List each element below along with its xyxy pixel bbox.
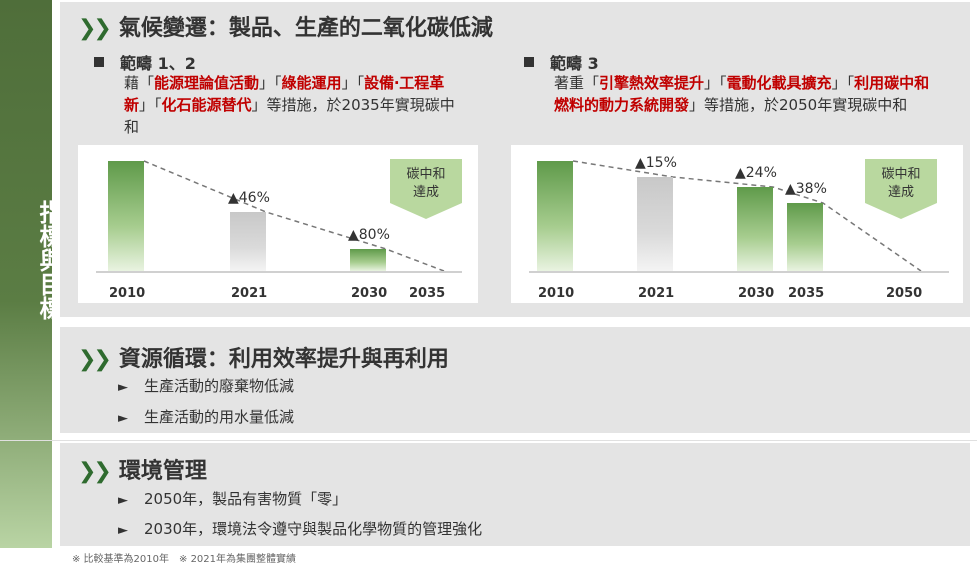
trend-polyline	[572, 160, 922, 272]
trend-line	[143, 160, 445, 272]
triangle-bullet-icon: ►	[118, 493, 128, 508]
data-label-2021: ▲15%	[635, 155, 677, 171]
triangle-bullet-icon: ►	[118, 411, 128, 426]
divider-line	[0, 440, 977, 441]
resource-title: ❯❯ 資源循環：利用效率提升與再利用	[78, 347, 449, 372]
tick-label-2010: 2010	[109, 286, 146, 301]
data-label-2030: ▲80%	[348, 227, 390, 243]
resource-panel: ❯❯ 資源循環：利用效率提升與再利用 ► 生產活動的廢棄物低減 ► 生產活動的用水量低…	[60, 327, 970, 433]
square-bullet-icon	[524, 57, 534, 67]
bar-2030	[350, 249, 386, 271]
sidebar-label: 指標與目標	[35, 200, 63, 320]
list-item: ► 2030年，環境法令遵守與製品化學物質的管理強化	[118, 520, 483, 538]
tick-label-2030: 2030	[351, 286, 388, 301]
scope12-desc: 藉「能源理論值活動」「綠能運用」「設備‧工程革新」「化石能源替代」等措施，於20…	[124, 74, 455, 136]
tick-label-2035: 2035	[409, 286, 446, 301]
bar-2010	[537, 161, 573, 271]
tick-label-2030: 2030	[738, 286, 775, 301]
data-label-2021: ▲46%	[228, 190, 270, 206]
chart-baseline	[96, 271, 462, 273]
list-item: ► 生產活動的廢棄物低減	[118, 377, 295, 395]
list-item: ► 生產活動的用水量低減	[118, 408, 295, 426]
double-chevron-icon: ❯❯	[78, 347, 112, 372]
scope3-desc: 著重「引擎熱效率提升」「電動化載具擴充」「利用碳中和燃料的動力系統開發」等措施，…	[554, 74, 930, 114]
data-label-2035: ▲38%	[785, 181, 827, 197]
arrow-badge-icon	[390, 159, 462, 219]
sidebar: 指標與目標	[0, 0, 63, 548]
scope3-chart: 碳中和 達成 2010 ▲15% 2021 ▲24% 2030 ▲38% 2035 2050	[511, 145, 963, 303]
triangle-bullet-icon: ►	[118, 380, 128, 395]
climate-panel: ❯❯ 氣候變遷：製品、生產的二氧化碳低減 範疇 1、2 藉「能源理論值活動」「綠能…	[60, 2, 970, 317]
bar-2030	[737, 187, 773, 271]
bar-2035	[787, 203, 823, 271]
trend-polyline	[143, 160, 445, 272]
data-label-2030: ▲24%	[735, 165, 777, 181]
scope12-head: 範疇 1、2	[94, 50, 196, 74]
trend-line	[572, 160, 922, 272]
scope12-chart: 碳中和 達成 2010 ▲46% 2021 ▲80% 2030 2035	[78, 145, 478, 303]
management-panel: ❯❯ 環境管理 ► 2050年，製品有害物質「零」 ► 2030年，環境法令遵守與製品…	[60, 443, 970, 546]
bar-2010	[108, 161, 144, 271]
tick-label-2021: 2021	[231, 286, 268, 301]
arrow-badge-icon	[865, 159, 937, 219]
bar-2021	[637, 177, 673, 271]
list-item: ► 2050年，製品有害物質「零」	[118, 490, 348, 508]
tick-label-2021: 2021	[638, 286, 675, 301]
chart-baseline	[529, 271, 949, 273]
carbon-neutral-badge: 碳中和 達成	[865, 159, 937, 219]
square-bullet-icon	[94, 57, 104, 67]
tick-label-2050: 2050	[886, 286, 923, 301]
management-title: ❯❯ 環境管理	[78, 459, 207, 484]
carbon-neutral-badge: 碳中和 達成	[390, 159, 462, 219]
climate-title: ❯❯ 氣候變遷：製品、生產的二氧化碳低減	[78, 16, 493, 41]
tick-label-2035: 2035	[788, 286, 825, 301]
double-chevron-icon: ❯❯	[78, 459, 112, 484]
double-chevron-icon: ❯❯	[78, 16, 112, 41]
triangle-bullet-icon: ►	[118, 523, 128, 538]
scope3-head: 範疇 3	[524, 50, 599, 74]
bar-2021	[230, 212, 266, 271]
tick-label-2010: 2010	[538, 286, 575, 301]
footnote: ※ 比較基準為2010年 ※ 2021年為集團整體實績	[72, 554, 297, 563]
